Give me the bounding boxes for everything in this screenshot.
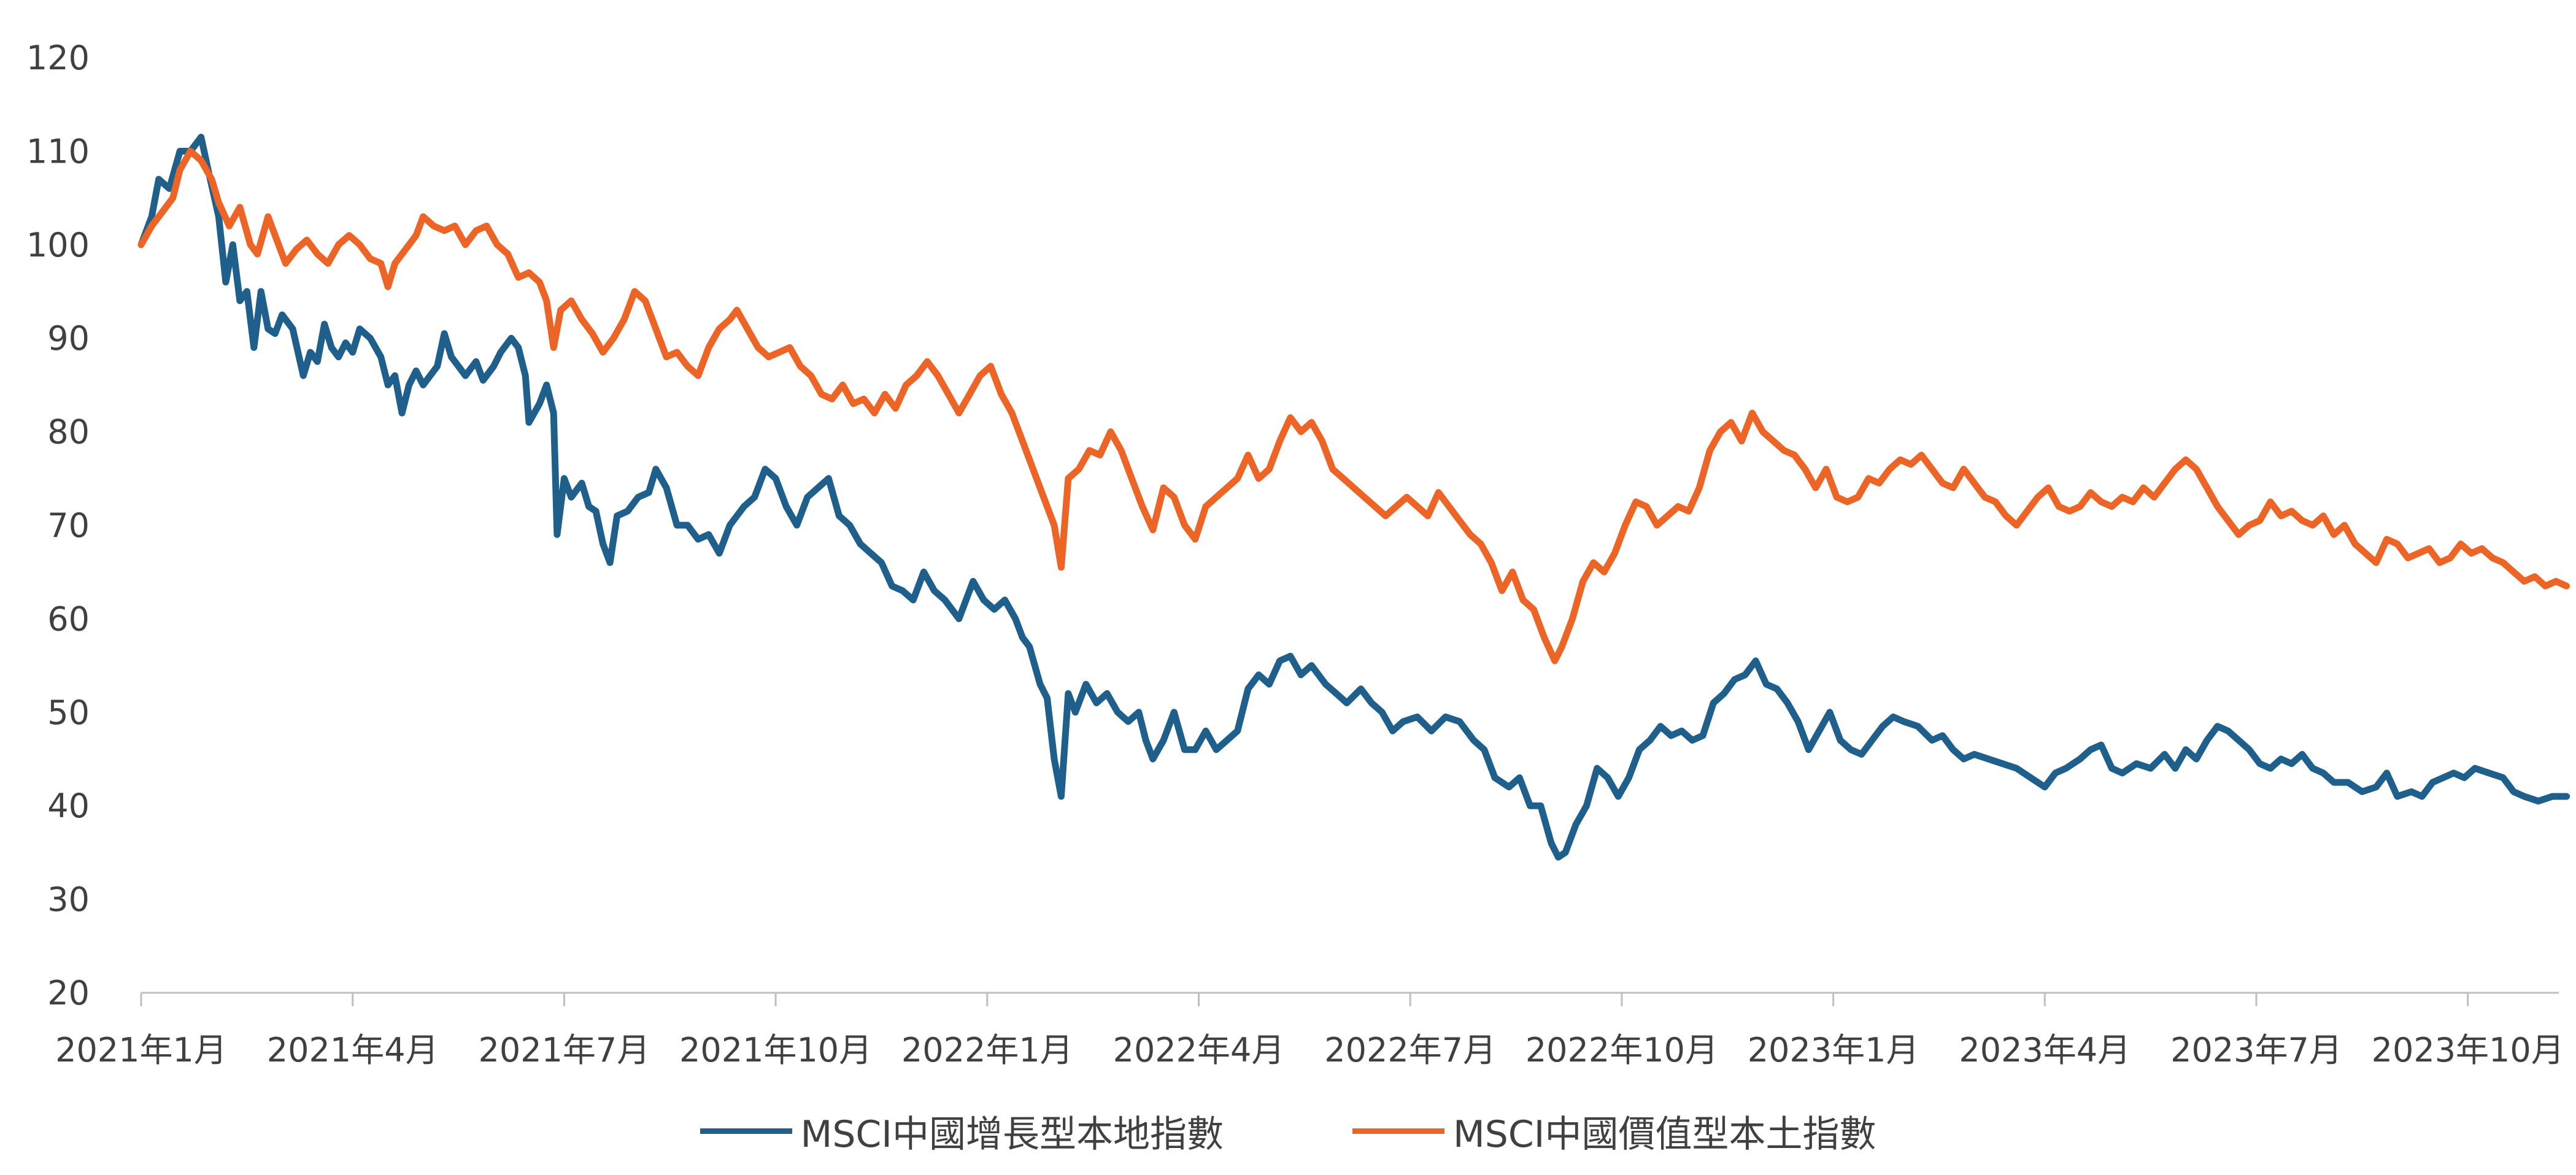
x-tick-label: 2023年7月 [2170, 1031, 2342, 1069]
legend-swatch-growth [700, 1128, 792, 1134]
y-tick-label: 110 [26, 132, 90, 171]
series-line-growth [137, 134, 2570, 861]
y-tick-label: 120 [26, 39, 90, 77]
y-tick-label: 70 [47, 506, 90, 545]
x-tick-label: 2021年4月 [267, 1031, 439, 1069]
x-tick-label: 2021年1月 [55, 1031, 227, 1069]
x-axis: 2021年1月 2021年4月 2021年7月 2021年10月 2022年1月 2022… [55, 992, 2564, 1069]
y-tick-label: 40 [47, 787, 90, 825]
series-layer [137, 134, 2570, 861]
legend-item-value: MSCI中國價值型本土指數 [1352, 1104, 1876, 1158]
legend: MSCI中國增長型本地指數 MSCI中國價值型本土指數 [0, 1104, 2576, 1158]
y-tick-label: 50 [47, 693, 90, 732]
x-tick-label: 2023年4月 [1959, 1031, 2131, 1069]
legend-label-value: MSCI中國價值型本土指數 [1453, 1113, 1876, 1156]
y-axis: 20 30 40 50 60 70 80 90 100 110 120 [26, 39, 90, 1012]
y-tick-label: 80 [47, 413, 90, 452]
x-tick-label: 2023年10月 [2372, 1031, 2564, 1069]
x-tick-label: 2022年7月 [1324, 1031, 1496, 1069]
legend-label-growth: MSCI中國增長型本地指數 [800, 1113, 1224, 1156]
y-tick-label: 100 [26, 226, 90, 264]
legend-swatch-value [1352, 1128, 1444, 1134]
x-tick-label: 2022年4月 [1113, 1031, 1285, 1069]
x-tick-label: 2022年1月 [901, 1031, 1073, 1069]
y-tick-label: 60 [47, 599, 90, 638]
y-tick-label: 20 [47, 974, 90, 1012]
legend-item-growth: MSCI中國增長型本地指數 [700, 1104, 1224, 1158]
x-tick-label: 2021年10月 [679, 1031, 872, 1069]
x-tick-label: 2021年7月 [479, 1031, 650, 1069]
x-tick-label: 2022年10月 [1525, 1031, 1718, 1069]
y-tick-label: 90 [47, 319, 90, 358]
series-line-value [137, 147, 2570, 665]
y-tick-label: 30 [47, 880, 90, 919]
line-chart: 20 30 40 50 60 70 80 90 100 110 120 2021年1月 2021年4月… [26, 39, 2570, 1069]
x-tick-label: 2023年1月 [1748, 1031, 1919, 1069]
